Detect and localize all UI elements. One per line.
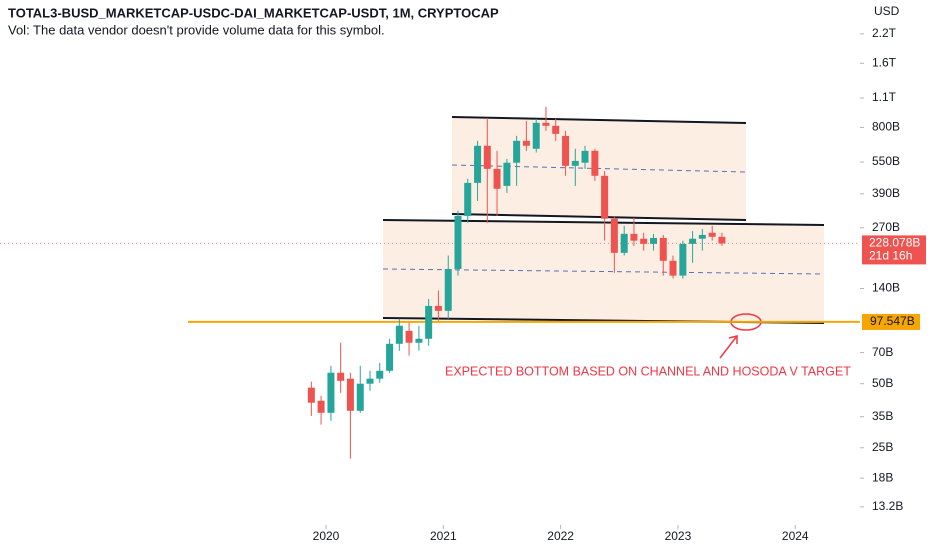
y-tick-label: 35B (872, 409, 893, 423)
candle-body (356, 383, 364, 411)
y-tick-label: 800B (872, 120, 900, 134)
candle-body (366, 378, 374, 384)
candle-body (542, 122, 550, 126)
plot: EXPECTED BOTTOM BASED ON CHANNEL AND HOS… (0, 106, 860, 459)
candle-body (317, 400, 325, 413)
channel-mid-line (451, 164, 747, 173)
y-tick-label: 1.1T (872, 90, 897, 104)
annotation: EXPECTED BOTTOM BASED ON CHANNEL AND HOS… (445, 364, 851, 378)
candle-body (513, 140, 521, 163)
candle-body (337, 372, 345, 381)
candle-body (346, 378, 354, 411)
candle-body (425, 305, 433, 339)
candle-body (386, 343, 394, 371)
x-tick-label: 2022 (547, 529, 574, 543)
candle-body (444, 268, 452, 311)
price-label: 97.547B (870, 314, 915, 328)
y-tick-label: 1.6T (872, 56, 897, 70)
arrow-head (728, 335, 738, 344)
candle-body (669, 260, 677, 276)
chart-subtitle: Vol: The data vendor doesn't provide vol… (8, 22, 385, 37)
y-tick-label: 2.2T (872, 26, 897, 40)
x-tick-label: 2020 (313, 529, 340, 543)
candle-body (532, 122, 540, 149)
candle-body (581, 150, 589, 163)
currency-label: USD (874, 4, 900, 18)
candle-body (522, 140, 530, 146)
candle-body (503, 162, 511, 186)
candle-body (395, 325, 403, 344)
chart-title: TOTAL3-BUSD_MARKETCAP-USDC-DAI_MARKETCAP… (8, 5, 499, 20)
candle-body (464, 182, 472, 216)
candle-body (591, 150, 599, 176)
candle-body (698, 234, 706, 239)
candle-body (562, 135, 570, 166)
candle-body (640, 238, 648, 244)
y-tick-label: 390B (872, 186, 900, 200)
y-tick-label: 25B (872, 440, 893, 454)
candle-body (474, 145, 482, 183)
candle-body (718, 236, 726, 244)
candle-body (307, 387, 315, 403)
x-tick-label: 2023 (665, 529, 692, 543)
y-tick-label: 18B (872, 470, 893, 484)
candle-body (454, 215, 462, 269)
candle-body (689, 238, 697, 244)
y-tick-label: 13.2B (872, 499, 903, 513)
y-tick-label: 50B (872, 376, 893, 390)
candle-body (552, 125, 560, 134)
candle-body (610, 218, 618, 253)
arrow-shaft (719, 335, 738, 359)
candle-body (620, 233, 628, 253)
channel-line (451, 213, 747, 221)
candle-body (650, 237, 658, 244)
y-tick-label: 140B (872, 281, 900, 295)
candle-body (327, 372, 335, 413)
candle-body (659, 237, 667, 261)
candle-body (376, 370, 384, 379)
x-tick-label: 2024 (782, 529, 809, 543)
channel-line (451, 116, 747, 124)
candle-body (601, 175, 609, 219)
price-label: 228.078B (869, 236, 920, 250)
candle-body (483, 145, 491, 169)
candle-body (415, 338, 423, 343)
channel-mid-line (382, 268, 825, 275)
candle-body (434, 305, 442, 311)
candle-body (708, 232, 716, 237)
candle-body (571, 160, 579, 166)
price-label-box (862, 313, 920, 330)
x-tick-label: 2021 (430, 529, 457, 543)
y-tick-label: 270B (872, 220, 900, 234)
price-label-box (862, 235, 926, 265)
candle-body (405, 330, 413, 343)
y-tick-label: 550B (872, 154, 900, 168)
y-tick-label: 70B (872, 345, 893, 359)
candle-body (630, 233, 638, 241)
candle-body (679, 243, 687, 276)
candle-body (493, 168, 501, 189)
countdown-label: 21d 16h (869, 249, 912, 263)
